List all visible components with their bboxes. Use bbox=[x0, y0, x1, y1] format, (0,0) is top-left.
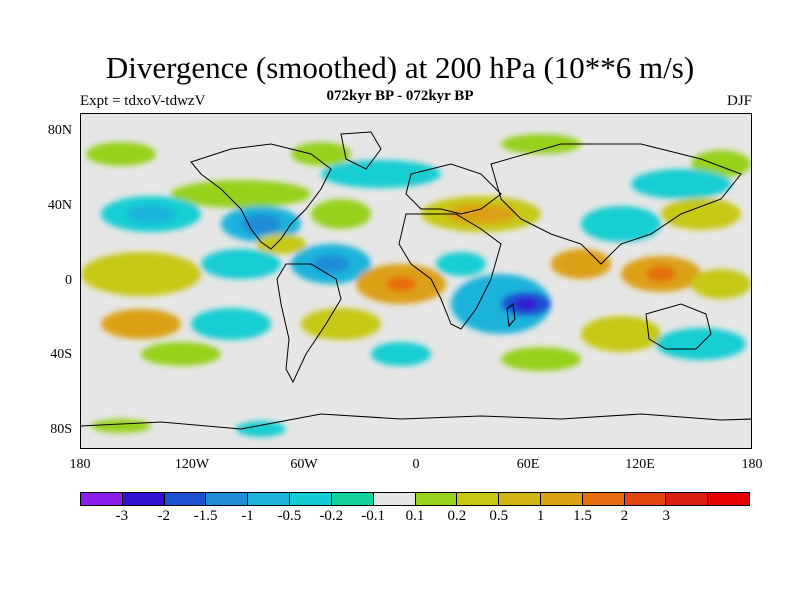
colorbar-cell bbox=[248, 493, 291, 505]
colorbar-cell bbox=[457, 493, 500, 505]
colorbar-cell bbox=[290, 493, 332, 505]
divergence-map bbox=[81, 114, 751, 448]
colorbar-label: -0.1 bbox=[361, 508, 385, 524]
colorbar-label: 3 bbox=[662, 508, 671, 524]
colorbar-label: 1.5 bbox=[573, 508, 592, 524]
colorbar-label: 2 bbox=[620, 508, 629, 524]
colorbar bbox=[80, 492, 750, 506]
lon-label-180w: 180 bbox=[69, 457, 91, 472]
colorbar-label: -1 bbox=[241, 508, 254, 524]
lat-label-0: 0 bbox=[65, 273, 72, 288]
lon-label-120e: 120E bbox=[625, 457, 655, 472]
contour-fill-layer bbox=[81, 134, 751, 437]
lat-label-40s: 40S bbox=[50, 347, 72, 362]
colorbar-cell bbox=[708, 493, 749, 505]
colorbar-cell bbox=[81, 493, 123, 505]
colorbar-cell bbox=[122, 493, 165, 505]
colorbar-cell bbox=[582, 493, 625, 505]
lon-label-60e: 60E bbox=[516, 457, 540, 472]
colorbar-cell bbox=[206, 493, 249, 505]
map-subtitle: 072kyr BP - 072kyr BP bbox=[326, 88, 474, 104]
colorbar-label: -3 bbox=[115, 508, 129, 524]
lat-label-80s: 80S bbox=[50, 422, 72, 437]
colorbar-cell bbox=[164, 493, 207, 505]
season-label: DJF bbox=[726, 93, 752, 109]
colorbar-cell bbox=[331, 493, 374, 505]
colorbar-cell bbox=[624, 493, 667, 505]
colorbar-label: 0.5 bbox=[489, 508, 509, 524]
experiment-label: Expt = tdxoV-tdwzV bbox=[80, 93, 206, 109]
map-title: Divergence (smoothed) at 200 hPa (10**6 … bbox=[105, 50, 695, 85]
map-plot-area bbox=[80, 113, 752, 449]
lat-label-40n: 40N bbox=[47, 198, 72, 213]
lon-label-60w: 60W bbox=[290, 457, 318, 472]
lat-label-80n: 80N bbox=[47, 123, 72, 138]
lon-label-180e: 180 bbox=[741, 457, 763, 472]
colorbar-cell bbox=[499, 493, 541, 505]
colorbar-cell bbox=[666, 493, 709, 505]
colorbar-cell bbox=[540, 493, 583, 505]
colorbar-label: 1 bbox=[536, 508, 545, 524]
colorbar-label: -0.5 bbox=[277, 508, 302, 524]
colorbar-cell bbox=[415, 493, 458, 505]
colorbar-label: -0.2 bbox=[319, 508, 344, 524]
lon-label-120w: 120W bbox=[174, 457, 210, 472]
colorbar-label: -1.5 bbox=[193, 508, 218, 524]
lon-label-0: 0 bbox=[412, 457, 420, 472]
colorbar-label: -2 bbox=[157, 508, 171, 524]
colorbar-cell bbox=[373, 493, 416, 505]
colorbar-label: 0.1 bbox=[405, 508, 425, 524]
colorbar-label: 0.2 bbox=[447, 508, 467, 524]
coastline-layer bbox=[81, 131, 751, 430]
